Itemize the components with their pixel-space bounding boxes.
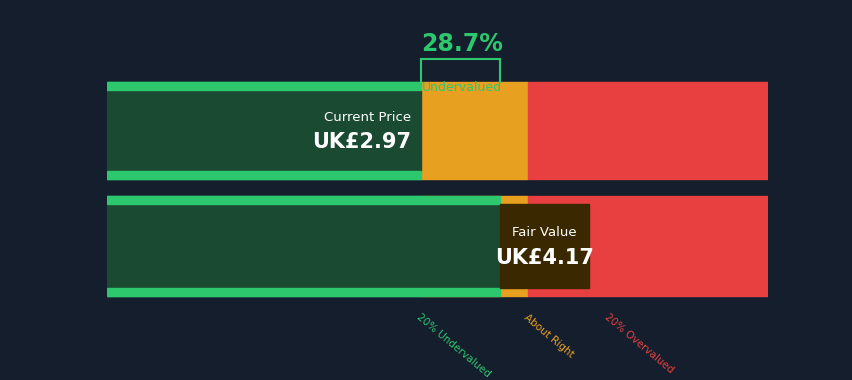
Text: Undervalued: Undervalued bbox=[421, 81, 501, 94]
Bar bbox=[106, 196, 421, 296]
Bar bbox=[527, 82, 767, 179]
Bar bbox=[106, 82, 421, 90]
Bar bbox=[499, 204, 589, 288]
Bar bbox=[106, 196, 499, 204]
Bar bbox=[106, 171, 421, 179]
Text: UK£4.17: UK£4.17 bbox=[494, 248, 593, 268]
Bar bbox=[106, 82, 421, 179]
Text: 20% Overvalued: 20% Overvalued bbox=[602, 312, 675, 375]
Bar bbox=[421, 196, 527, 296]
Bar bbox=[106, 288, 499, 296]
Bar bbox=[106, 204, 499, 288]
Bar bbox=[527, 196, 767, 296]
Text: About Right: About Right bbox=[521, 312, 575, 359]
Bar bbox=[421, 82, 527, 179]
Text: Current Price: Current Price bbox=[324, 111, 411, 124]
Text: 28.7%: 28.7% bbox=[420, 32, 502, 56]
Text: Fair Value: Fair Value bbox=[512, 226, 576, 239]
Text: UK£2.97: UK£2.97 bbox=[312, 132, 411, 152]
Bar bbox=[106, 90, 421, 171]
Text: 20% Undervalued: 20% Undervalued bbox=[414, 312, 492, 379]
